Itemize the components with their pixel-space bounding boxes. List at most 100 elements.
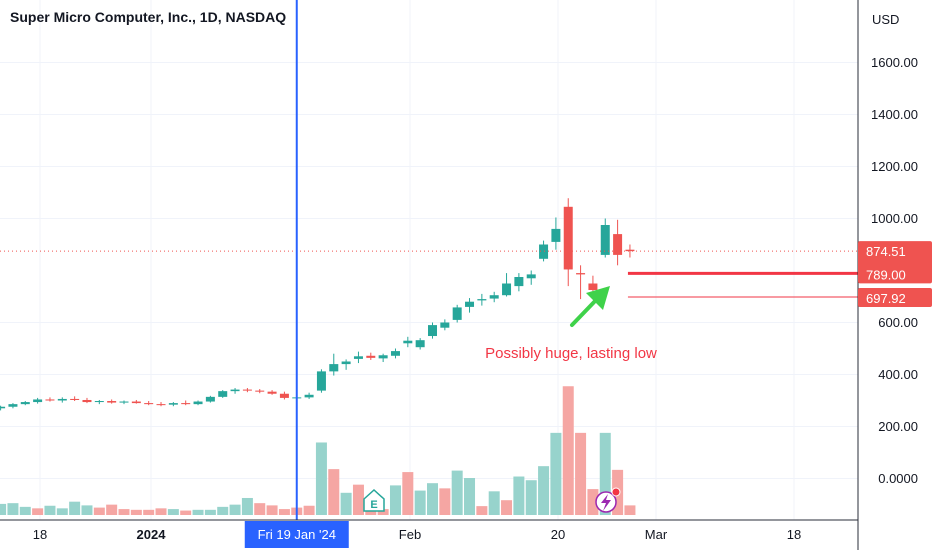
candle: [45, 397, 55, 402]
lightning-icon: [595, 487, 621, 513]
volume-bar: [464, 478, 476, 515]
volume-bar: [525, 480, 537, 515]
candle-body: [144, 403, 154, 405]
volume-bar: [254, 503, 266, 515]
candle: [156, 402, 166, 407]
candle: [205, 395, 215, 403]
volume-bar: [192, 509, 204, 515]
earnings-icon-shape: [363, 488, 385, 512]
candle: [403, 336, 413, 348]
volume-bar: [229, 504, 241, 515]
candle: [304, 392, 314, 399]
volume-bar: [328, 469, 340, 515]
candle: [428, 322, 437, 339]
candle-body: [329, 364, 339, 372]
candle: [600, 218, 610, 258]
candle-body: [378, 355, 388, 359]
volume-bar: [32, 508, 44, 515]
volume-bar: [81, 505, 93, 515]
candle-body: [390, 351, 400, 356]
candle-body: [489, 295, 499, 299]
candle: [526, 270, 536, 285]
candle: [329, 353, 339, 376]
candle: [415, 338, 425, 350]
candle-body: [588, 283, 598, 290]
candle: [193, 400, 203, 406]
candle: [107, 399, 117, 404]
volume-bar: [427, 483, 438, 515]
volume-bar: [7, 503, 19, 515]
candle: [514, 273, 524, 292]
candle-body: [230, 389, 240, 392]
candle: [588, 275, 598, 292]
candle: [613, 219, 623, 266]
candle: [181, 400, 191, 406]
time-tick-label: 18: [787, 527, 801, 542]
candle: [489, 291, 499, 303]
price-tick-label: 0.0000: [878, 471, 918, 486]
volume-bar: [476, 506, 488, 515]
volume-bar: [130, 509, 142, 515]
candle: [8, 403, 18, 409]
candle-body: [20, 402, 30, 405]
candle-body: [33, 399, 43, 403]
candle-body: [57, 398, 67, 401]
volume-bar: [106, 504, 118, 515]
candle-body: [242, 389, 252, 391]
candle-body: [70, 398, 80, 400]
volume-bar: [439, 488, 451, 515]
volume-bar: [155, 508, 167, 515]
volume-bar: [599, 432, 611, 515]
volume-bar: [266, 505, 278, 515]
volume-layer: [0, 386, 636, 515]
candle: [230, 388, 240, 394]
candle-body: [205, 396, 215, 402]
candle-body: [341, 361, 351, 365]
price-label-text: 789.00: [866, 267, 906, 282]
candle-body: [82, 399, 92, 403]
candle: [168, 402, 178, 407]
volume-bar: [501, 500, 513, 515]
time-tick-label: Mar: [645, 527, 668, 542]
candle-body: [45, 399, 55, 401]
candle: [390, 348, 400, 359]
candle-body: [181, 403, 191, 405]
candle-body: [539, 244, 549, 259]
candle-body: [625, 249, 635, 252]
price-tick-label: 600.00: [878, 315, 918, 330]
candle: [242, 388, 252, 393]
overlay-layer: Possibly huge, lasting low E: [0, 0, 932, 520]
volume-bar: [44, 505, 56, 515]
candle: [20, 401, 30, 406]
volume-bar: [624, 505, 636, 515]
candle: [131, 399, 141, 404]
time-tick-label: 18: [33, 527, 47, 542]
candle-body: [353, 356, 363, 359]
candle: [82, 397, 92, 404]
candle: [94, 399, 104, 405]
price-tick-label: 1400.00: [871, 107, 918, 122]
candle: [502, 273, 512, 297]
volume-bar: [377, 509, 389, 515]
candle-body: [502, 283, 512, 296]
volume-bar: [56, 508, 68, 515]
candle: [316, 369, 326, 393]
currency-selector[interactable]: USD: [872, 11, 900, 27]
candle: [551, 217, 561, 250]
price-tick-label: 1600.00: [871, 55, 918, 70]
candle: [378, 353, 388, 363]
volume-bar: [204, 509, 216, 515]
arrow-shaft: [570, 296, 600, 327]
volume-bar: [575, 432, 587, 515]
time-tick-label: 20: [551, 527, 565, 542]
candle-body: [193, 401, 203, 405]
volume-bar: [118, 509, 130, 515]
candle: [255, 389, 265, 394]
candle: [452, 304, 462, 323]
candle-body: [415, 340, 425, 348]
volume-bar: [278, 509, 290, 515]
candle: [625, 244, 635, 258]
candle: [279, 391, 289, 400]
